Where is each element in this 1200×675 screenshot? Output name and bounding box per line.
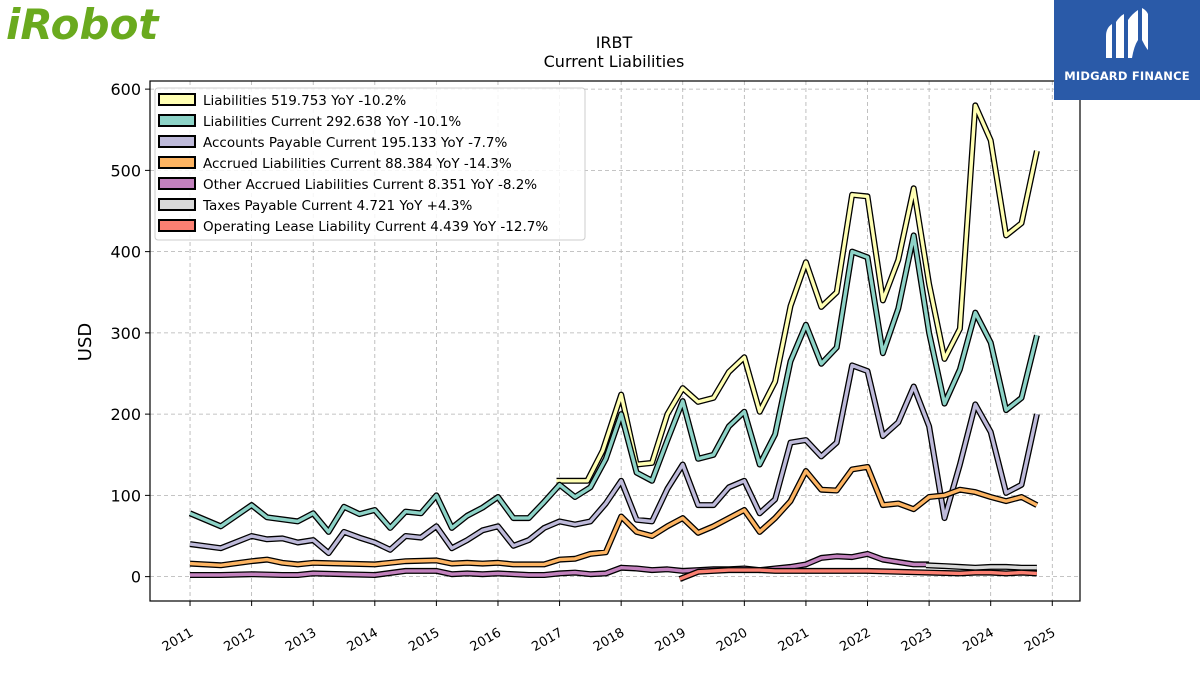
y-tick-label: 300 — [110, 324, 141, 343]
legend-swatch — [158, 114, 196, 127]
chart-title: IRBT — [596, 33, 633, 52]
series-line — [679, 568, 1037, 581]
x-tick-label: 2019 — [653, 625, 689, 655]
y-tick-label: 400 — [110, 243, 141, 262]
legend-entry: Accrued Liabilities Current 88.384 YoY -… — [203, 156, 512, 172]
series-line — [556, 103, 1039, 483]
x-tick-label: 2012 — [221, 625, 257, 655]
x-tick-label: 2016 — [468, 625, 504, 655]
midgard-finance-label: MIDGARD FINANCE — [1064, 69, 1190, 83]
x-tick-label: 2022 — [837, 625, 873, 655]
midgard-finance-logo: MIDGARD FINANCE — [1054, 0, 1200, 100]
x-tick-label: 2020 — [714, 625, 750, 655]
series-line — [189, 363, 1039, 555]
y-tick-label: 500 — [110, 161, 141, 180]
y-tick-label: 600 — [110, 80, 141, 99]
series-line — [189, 233, 1039, 534]
legend-swatch — [158, 198, 196, 211]
legend-swatch — [158, 135, 196, 148]
x-tick-label: 2014 — [345, 625, 381, 655]
series-line — [189, 465, 1038, 567]
legend-entry: Other Accrued Liabilities Current 8.351 … — [203, 177, 537, 193]
x-tick-label: 2025 — [1022, 625, 1058, 655]
legend-entry: Taxes Payable Current 4.721 YoY +4.3% — [202, 198, 472, 214]
legend-box — [154, 87, 586, 241]
x-tick-label: 2017 — [529, 625, 565, 655]
legend-swatch — [158, 93, 196, 106]
x-tick-label: 2013 — [283, 625, 319, 655]
legend-entry: Accounts Payable Current 195.133 YoY -7.… — [203, 135, 508, 151]
legend-entry: Liabilities 519.753 YoY -10.2% — [203, 93, 406, 109]
series-line — [925, 563, 1037, 570]
x-tick-label: 2023 — [899, 625, 935, 655]
midgard-emblem-icon — [1106, 8, 1148, 58]
chart-subtitle: Current Liabilities — [544, 52, 685, 71]
legend-entry: Liabilities Current 292.638 YoY -10.1% — [203, 114, 461, 130]
y-tick-label: 200 — [110, 405, 141, 424]
series-layer — [188, 102, 1040, 582]
y-axis-label: USD — [75, 323, 96, 361]
x-tick-label: 2015 — [406, 625, 442, 655]
legend-entry: Operating Lease Liability Current 4.439 … — [203, 219, 548, 235]
irobot-logo: iRobot — [6, 0, 181, 50]
legend-swatch — [158, 177, 196, 190]
x-tick-label: 2018 — [591, 625, 627, 655]
x-tick-label: 2011 — [160, 625, 196, 655]
x-tick-label: 2021 — [776, 625, 812, 655]
series-line — [190, 552, 930, 577]
legend: Liabilities 519.753 YoY -10.2% Liabilitie… — [154, 87, 586, 241]
irobot-logo-text: iRobot — [6, 2, 160, 46]
legend-swatch — [158, 219, 196, 232]
x-tick-label: 2024 — [961, 625, 997, 655]
plot-frame — [149, 80, 1081, 602]
y-tick-label: 0 — [131, 568, 141, 587]
legend-swatch — [158, 156, 196, 169]
y-tick-label: 100 — [110, 486, 141, 505]
